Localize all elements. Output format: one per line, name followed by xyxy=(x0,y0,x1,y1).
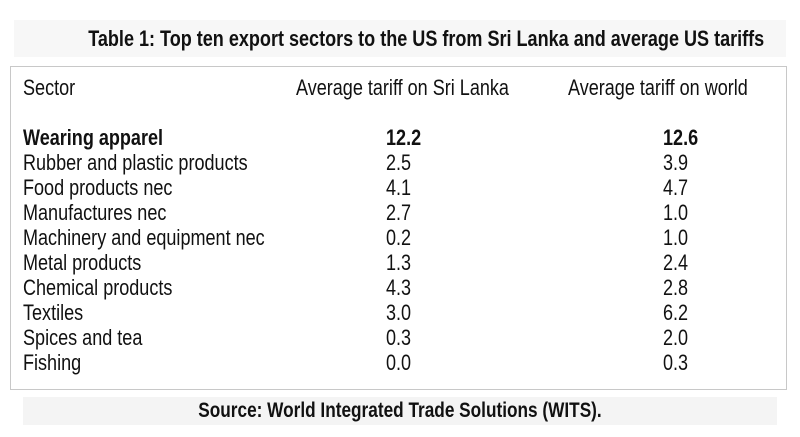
tariff-sri-lanka-cell: 1.3 xyxy=(386,250,412,275)
tariff-world-cell: 2.8 xyxy=(663,275,689,300)
sector-cell: Chemical products xyxy=(23,275,173,300)
source-note: Source: World Integrated Trade Solutions… xyxy=(198,399,602,422)
header-tariff-world: Average tariff on world xyxy=(568,75,748,100)
table-row: Wearing apparel 12.2 12.6 xyxy=(11,125,786,150)
tariff-sri-lanka-cell: 4.1 xyxy=(386,175,412,200)
tariff-sri-lanka-cell: 3.0 xyxy=(386,300,412,325)
sector-cell: Fishing xyxy=(23,350,82,375)
tariff-world-cell: 0.3 xyxy=(663,350,689,375)
table-row: Metal products 1.3 2.4 xyxy=(11,250,786,275)
table-row: Rubber and plastic products 2.5 3.9 xyxy=(11,150,786,175)
tariff-sri-lanka-cell: 0.2 xyxy=(386,225,412,250)
sector-cell: Machinery and equipment nec xyxy=(23,225,265,250)
tariff-world-cell: 2.4 xyxy=(663,250,689,275)
table-row: Food products nec 4.1 4.7 xyxy=(11,175,786,200)
tariff-sri-lanka-cell: 2.5 xyxy=(386,150,412,175)
tariff-world-cell: 12.6 xyxy=(663,125,699,150)
sector-cell: Spices and tea xyxy=(23,325,143,350)
table-title-band: Table 1: Top ten export sectors to the U… xyxy=(14,20,786,57)
sector-cell: Wearing apparel xyxy=(23,125,164,150)
table-row: Machinery and equipment nec 0.2 1.0 xyxy=(11,225,786,250)
source-band: Source: World Integrated Trade Solutions… xyxy=(23,397,777,425)
tariff-sri-lanka-cell: 12.2 xyxy=(386,125,422,150)
table-row: Fishing 0.0 0.3 xyxy=(11,350,786,375)
tariff-world-cell: 1.0 xyxy=(663,225,689,250)
tariff-sri-lanka-cell: 0.0 xyxy=(386,350,412,375)
tariff-world-cell: 3.9 xyxy=(663,150,689,175)
sector-cell: Rubber and plastic products xyxy=(23,150,248,175)
tariff-world-cell: 4.7 xyxy=(663,175,689,200)
sector-cell: Food products nec xyxy=(23,175,173,200)
table-row: Spices and tea 0.3 2.0 xyxy=(11,325,786,350)
table-title: Table 1: Top ten export sectors to the U… xyxy=(88,26,765,51)
tariff-sri-lanka-cell: 2.7 xyxy=(386,200,412,225)
tariff-table: Sector Average tariff on Sri Lanka Avera… xyxy=(10,66,787,390)
tariff-world-cell: 1.0 xyxy=(663,200,689,225)
sector-cell: Metal products xyxy=(23,250,142,275)
table-row: Chemical products 4.3 2.8 xyxy=(11,275,786,300)
sector-cell: Textiles xyxy=(23,300,84,325)
header-tariff-sri-lanka: Average tariff on Sri Lanka xyxy=(296,75,509,100)
table-row: Textiles 3.0 6.2 xyxy=(11,300,786,325)
tariff-sri-lanka-cell: 4.3 xyxy=(386,275,412,300)
sector-cell: Manufactures nec xyxy=(23,200,167,225)
tariff-sri-lanka-cell: 0.3 xyxy=(386,325,412,350)
tariff-world-cell: 6.2 xyxy=(663,300,689,325)
header-sector: Sector xyxy=(23,75,76,100)
tariff-world-cell: 2.0 xyxy=(663,325,689,350)
table-row: Manufactures nec 2.7 1.0 xyxy=(11,200,786,225)
